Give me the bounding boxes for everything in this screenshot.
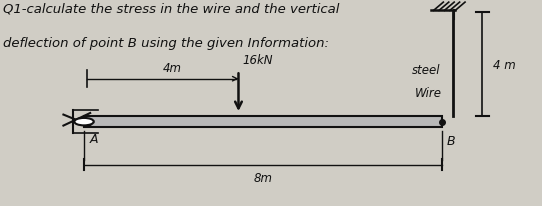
- Text: 4 m: 4 m: [493, 59, 516, 71]
- Bar: [84, 116, 442, 128]
- Text: 8m: 8m: [253, 171, 273, 184]
- Text: B: B: [447, 134, 456, 147]
- Text: A: A: [89, 132, 98, 145]
- Text: Q1-calculate the stress in the wire and the vertical: Q1-calculate the stress in the wire and …: [3, 2, 339, 15]
- Text: deflection of point B using the given Information:: deflection of point B using the given In…: [3, 37, 328, 50]
- Text: 16kN: 16kN: [243, 54, 273, 67]
- Text: Wire: Wire: [415, 86, 442, 99]
- Circle shape: [74, 118, 94, 126]
- Text: steel: steel: [412, 64, 441, 76]
- Text: 4m: 4m: [163, 61, 182, 74]
